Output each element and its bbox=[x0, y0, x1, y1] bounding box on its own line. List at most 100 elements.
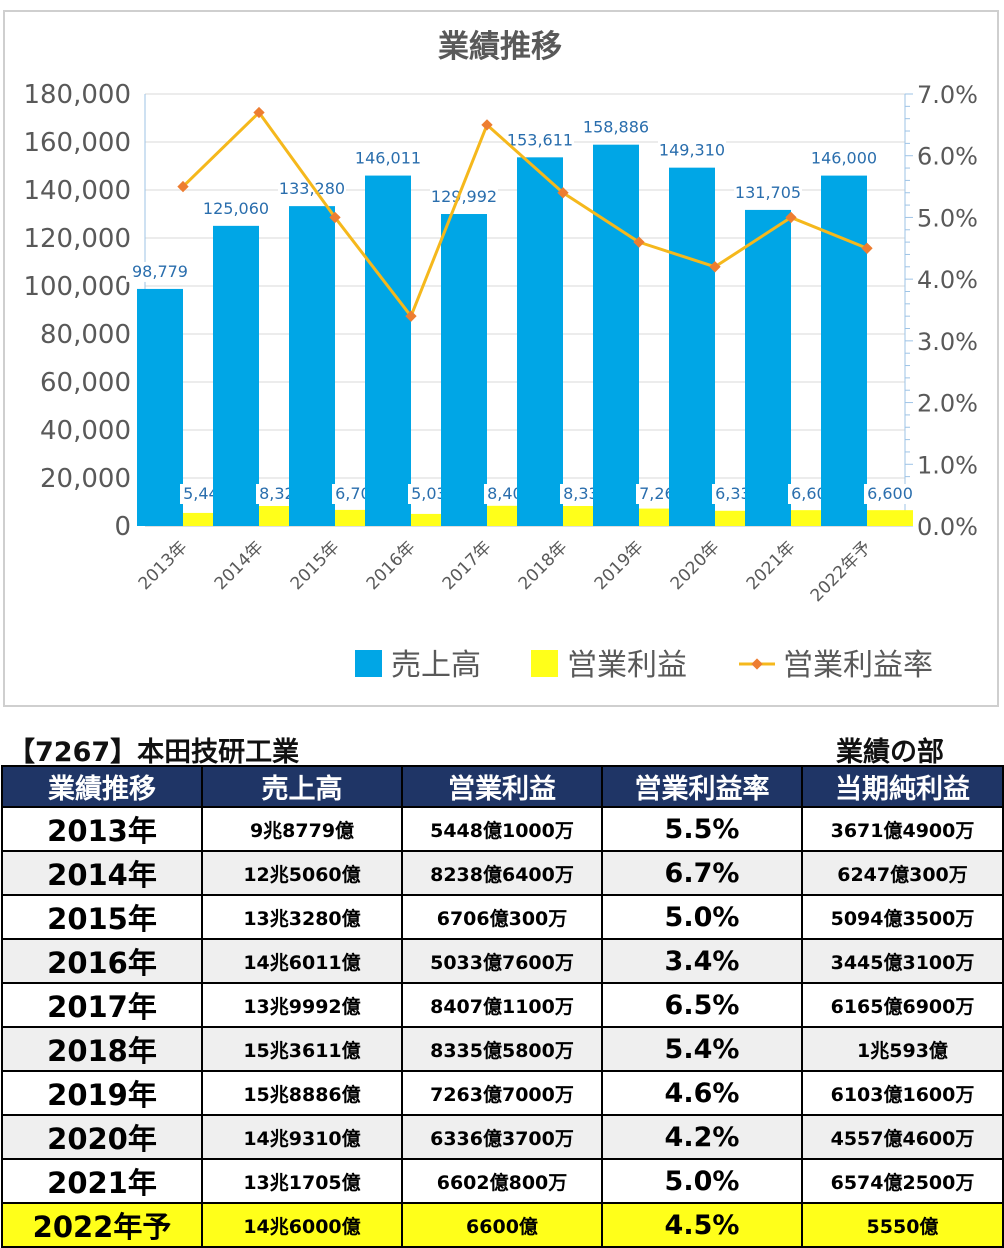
y2-tick-label: 3.0% bbox=[917, 328, 978, 356]
cell-operating-margin: 3.4% bbox=[601, 938, 803, 984]
cell-sales: 15兆8886億 bbox=[201, 1070, 403, 1116]
header-net-income: 当期純利益 bbox=[801, 765, 1004, 808]
legend-marker-operating-margin bbox=[751, 658, 763, 670]
sales-label-bg bbox=[658, 140, 726, 161]
cell-sales: 14兆9310億 bbox=[201, 1114, 403, 1160]
y2-tick-label: 0.0% bbox=[917, 513, 978, 541]
profit-label-bg bbox=[864, 484, 916, 504]
cell-operating-profit: 6336億3700万 bbox=[401, 1114, 603, 1160]
cell-operating-profit: 6602億800万 bbox=[401, 1158, 603, 1204]
operating-margin-point bbox=[329, 211, 341, 224]
cell-operating-profit: 5448億1000万 bbox=[401, 806, 603, 852]
sales-bar bbox=[821, 175, 867, 526]
cell-net-income: 5094億3500万 bbox=[801, 894, 1004, 940]
performance-table: 業績推移 売上高 営業利益 営業利益率 当期純利益 2013年 9兆8779億 54… bbox=[1, 765, 1004, 1248]
y-tick-label: 80,000 bbox=[40, 320, 131, 350]
operating-margin-point bbox=[861, 242, 873, 254]
sales-data-label: 146,000 bbox=[811, 149, 877, 168]
table-row: 2020年 14兆9310億 6336億3700万 4.2% 4557億4600万 bbox=[1, 1114, 1004, 1160]
cell-net-income: 3671億4900万 bbox=[801, 806, 1004, 852]
x-tick-label: 2021年 bbox=[743, 537, 800, 594]
section-label: 業績の部 bbox=[836, 737, 944, 768]
cell-period: 2014年 bbox=[1, 850, 203, 896]
y2-tick-label: 2.0% bbox=[917, 390, 978, 418]
operating-margin-line bbox=[181, 111, 868, 318]
sales-data-label: 133,280 bbox=[279, 179, 345, 198]
cell-operating-profit: 5033億7600万 bbox=[401, 938, 603, 984]
cell-net-income: 1兆593億 bbox=[801, 1026, 1004, 1072]
cell-operating-profit: 7263億7000万 bbox=[401, 1070, 603, 1116]
sales-label-bg bbox=[506, 130, 574, 151]
y-tick-label: 0 bbox=[114, 512, 131, 542]
x-tick-label: 2019年 bbox=[591, 537, 648, 594]
y-tick-label: 120,000 bbox=[23, 224, 131, 254]
y-tick-label: 40,000 bbox=[40, 416, 131, 446]
sales-bar bbox=[593, 144, 639, 527]
cell-operating-profit: 8335億5800万 bbox=[401, 1026, 603, 1072]
sales-data-label: 153,611 bbox=[507, 130, 573, 149]
operating-profit-bar bbox=[867, 510, 913, 526]
sales-bar bbox=[517, 157, 563, 526]
legend-label-operating-profit: 営業利益 bbox=[567, 648, 687, 683]
x-tick-label: 2013年 bbox=[135, 537, 192, 594]
x-tick-label: 2018年 bbox=[515, 537, 572, 594]
sales-data-label: 125,060 bbox=[203, 199, 269, 218]
operating-margin-point bbox=[405, 310, 417, 322]
table-row: 2014年 12兆5060億 8238億6400万 6.7% 6247億300万 bbox=[1, 850, 1004, 896]
cell-period: 2013年 bbox=[1, 806, 203, 852]
chart-panel: 業績推移 0 20,000 40,000 60,000 80,000 100,000 120,… bbox=[3, 10, 999, 707]
y2-tick-label: 1.0% bbox=[917, 451, 978, 479]
cell-operating-margin: 5.0% bbox=[601, 1158, 803, 1204]
sales-bar bbox=[441, 214, 487, 526]
table-row: 2013年 9兆8779億 5448億1000万 5.5% 3671億4900万 bbox=[1, 806, 1004, 852]
cell-net-income: 4557億4600万 bbox=[801, 1114, 1004, 1160]
sales-data-label: 129,992 bbox=[431, 187, 497, 206]
sales-data-label: 146,011 bbox=[355, 149, 421, 168]
cell-operating-margin: 6.7% bbox=[601, 850, 803, 896]
header-sales: 売上高 bbox=[201, 765, 403, 808]
header-period: 業績推移 bbox=[1, 765, 203, 808]
cell-period: 2019年 bbox=[1, 1070, 203, 1116]
sales-bar bbox=[137, 288, 183, 526]
y2-tick-label: 7.0% bbox=[917, 81, 978, 109]
sales-bar bbox=[213, 225, 259, 526]
sales-label-bg bbox=[582, 117, 650, 138]
legend-label-operating-margin: 営業利益率 bbox=[783, 648, 933, 683]
header-operating-profit: 営業利益 bbox=[401, 765, 603, 808]
sales-label-bg bbox=[126, 261, 194, 282]
cell-period: 2017年 bbox=[1, 982, 203, 1028]
sales-label-bg bbox=[734, 182, 802, 203]
sales-label-bg bbox=[430, 187, 498, 208]
y-tick-label: 160,000 bbox=[23, 128, 131, 158]
cell-period: 2022年予 bbox=[1, 1202, 203, 1248]
cell-operating-profit: 6600億 bbox=[401, 1202, 603, 1248]
cell-sales: 13兆1705億 bbox=[201, 1158, 403, 1204]
cell-period: 2021年 bbox=[1, 1158, 203, 1204]
sales-bar bbox=[365, 175, 411, 526]
sales-data-label: 98,779 bbox=[132, 262, 188, 281]
company-name: 【7267】本田技研工業 bbox=[8, 737, 300, 768]
x-tick-label: 2016年 bbox=[363, 537, 420, 594]
cell-operating-margin: 6.5% bbox=[601, 982, 803, 1028]
y2-tick-label: 4.0% bbox=[917, 266, 978, 294]
cell-period: 2016年 bbox=[1, 938, 203, 984]
chart-title: 業績推移 bbox=[438, 29, 562, 65]
sales-data-label: 158,886 bbox=[583, 118, 649, 137]
header-operating-margin: 営業利益率 bbox=[601, 765, 803, 808]
table-caption-row: 【7267】本田技研工業 業績の部 bbox=[0, 730, 1004, 768]
cell-net-income: 6247億300万 bbox=[801, 850, 1004, 896]
cell-operating-margin: 5.0% bbox=[601, 894, 803, 940]
y-tick-label: 180,000 bbox=[23, 80, 131, 110]
sales-bar bbox=[289, 206, 335, 527]
operating-profit-data-label: 6,600 bbox=[867, 484, 913, 503]
cell-sales: 14兆6011億 bbox=[201, 938, 403, 984]
x-tick-label: 2017年 bbox=[439, 537, 496, 594]
cell-net-income: 6574億2500万 bbox=[801, 1158, 1004, 1204]
operating-margin-point bbox=[709, 261, 721, 273]
cell-sales: 15兆3611億 bbox=[201, 1026, 403, 1072]
table-row: 2016年 14兆6011億 5033億7600万 3.4% 3445億3100万 bbox=[1, 938, 1004, 984]
cell-operating-margin: 5.4% bbox=[601, 1026, 803, 1072]
cell-period: 2015年 bbox=[1, 894, 203, 940]
table-body: 2013年 9兆8779億 5448億1000万 5.5% 3671億4900万 2014… bbox=[1, 806, 1004, 1248]
cell-sales: 9兆8779億 bbox=[201, 806, 403, 852]
